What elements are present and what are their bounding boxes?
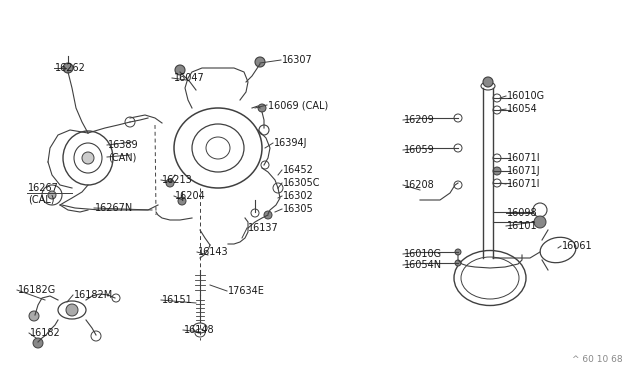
Circle shape: [82, 152, 94, 164]
Text: 16047: 16047: [174, 73, 205, 83]
Text: 16059: 16059: [404, 145, 435, 155]
Text: 16061: 16061: [562, 241, 593, 251]
Text: 16452: 16452: [283, 165, 314, 175]
Text: 16143: 16143: [198, 247, 228, 257]
Text: 16182G: 16182G: [18, 285, 56, 295]
Text: 16305C: 16305C: [283, 178, 321, 188]
Circle shape: [483, 77, 493, 87]
Circle shape: [455, 249, 461, 255]
Text: 16262: 16262: [55, 63, 86, 73]
Circle shape: [166, 179, 174, 187]
Text: 16267N: 16267N: [95, 203, 133, 213]
Circle shape: [66, 304, 78, 316]
Text: 16213: 16213: [162, 175, 193, 185]
Circle shape: [255, 57, 265, 67]
Text: 16182M: 16182M: [74, 290, 113, 300]
Text: ^ 60 10 68: ^ 60 10 68: [572, 356, 623, 365]
Text: 16101: 16101: [507, 221, 538, 231]
Circle shape: [178, 197, 186, 205]
Text: 16182: 16182: [30, 328, 61, 338]
Text: 16071J: 16071J: [507, 166, 541, 176]
Text: 16204: 16204: [175, 191, 205, 201]
Text: 16394J: 16394J: [274, 138, 307, 148]
Circle shape: [63, 63, 73, 73]
Text: 16010G: 16010G: [507, 91, 545, 101]
Circle shape: [264, 211, 272, 219]
Text: (CAL): (CAL): [28, 195, 54, 205]
Text: 16071I: 16071I: [507, 153, 541, 163]
Text: 16305: 16305: [283, 204, 314, 214]
Circle shape: [29, 311, 39, 321]
Circle shape: [534, 216, 546, 228]
Text: 16010G: 16010G: [404, 249, 442, 259]
Text: 16151: 16151: [162, 295, 193, 305]
Text: 16137: 16137: [248, 223, 279, 233]
Text: 16071l: 16071l: [507, 179, 541, 189]
Circle shape: [258, 104, 266, 112]
Circle shape: [455, 260, 461, 266]
Circle shape: [175, 65, 185, 75]
Text: 16307: 16307: [282, 55, 313, 65]
Text: 16069 (CAL): 16069 (CAL): [268, 100, 328, 110]
Text: 16098: 16098: [507, 208, 538, 218]
Text: 16389: 16389: [108, 140, 139, 150]
Text: 16054: 16054: [507, 104, 538, 114]
Circle shape: [33, 338, 43, 348]
Circle shape: [493, 167, 501, 175]
Text: 16148: 16148: [184, 325, 214, 335]
Text: 16054N: 16054N: [404, 260, 442, 270]
Text: (CAN): (CAN): [108, 152, 136, 162]
Circle shape: [48, 191, 56, 199]
Text: 16209: 16209: [404, 115, 435, 125]
Text: 16302: 16302: [283, 191, 314, 201]
Text: 16208: 16208: [404, 180, 435, 190]
Text: 17634E: 17634E: [228, 286, 265, 296]
Text: 16267: 16267: [28, 183, 59, 193]
